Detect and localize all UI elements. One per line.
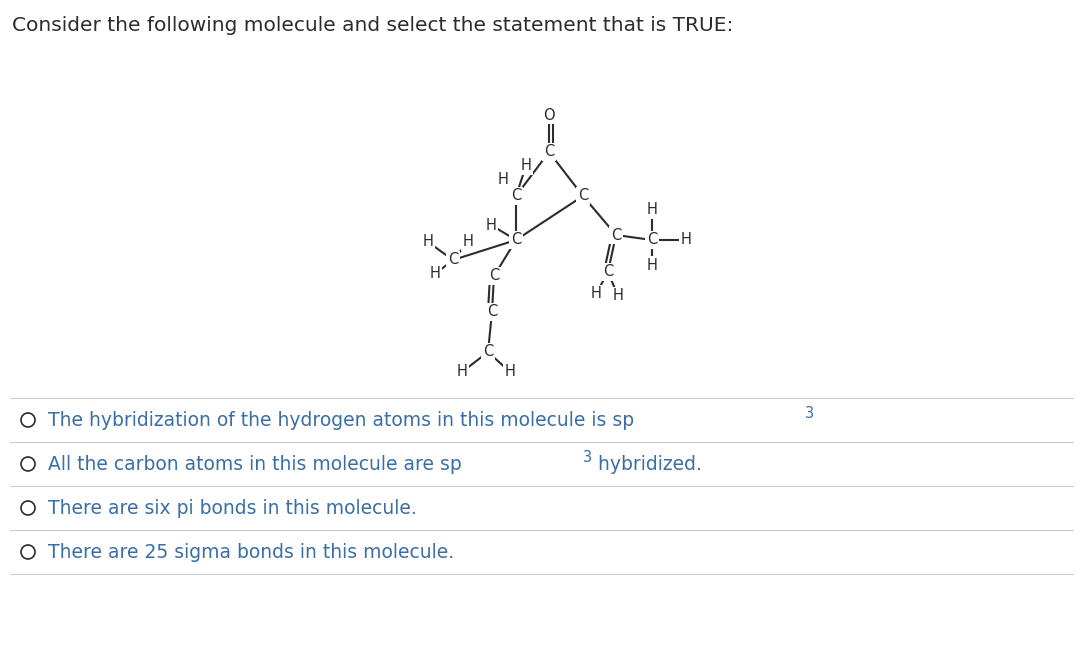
Text: H: H [462,234,473,250]
Text: C: C [488,269,499,283]
Text: hybridized.: hybridized. [592,454,702,474]
Text: C: C [611,228,622,243]
Text: H: H [505,364,516,380]
Text: There are 25 sigma bonds in this molecule.: There are 25 sigma bonds in this molecul… [48,542,454,562]
Text: Consider the following molecule and select the statement that is TRUE:: Consider the following molecule and sele… [12,16,733,35]
Text: There are six pi bonds in this molecule.: There are six pi bonds in this molecule. [48,498,417,518]
Text: H: H [613,289,624,303]
Text: C: C [647,232,657,248]
Text: H: H [680,232,691,248]
Text: The hybridization of the hydrogen atoms in this molecule is sp: The hybridization of the hydrogen atoms … [48,410,635,430]
Text: H: H [457,364,468,380]
Text: 3: 3 [583,450,592,465]
Text: C: C [483,344,493,360]
Text: H: H [521,159,532,173]
Text: C: C [511,232,521,248]
Text: C: C [544,144,554,160]
Text: H: H [485,217,496,232]
Text: H: H [590,287,601,302]
Text: O: O [544,107,554,122]
Text: C: C [448,252,458,267]
Text: C: C [487,305,497,320]
Text: All the carbon atoms in this molecule are sp: All the carbon atoms in this molecule ar… [48,454,461,474]
Text: C: C [578,188,588,204]
Text: 3: 3 [806,406,814,421]
Text: C: C [511,188,521,204]
Text: C: C [603,265,613,280]
Text: H: H [647,203,657,217]
Text: H: H [430,267,441,281]
Text: H: H [647,258,657,272]
Text: H: H [422,234,433,250]
Text: H: H [497,173,508,188]
